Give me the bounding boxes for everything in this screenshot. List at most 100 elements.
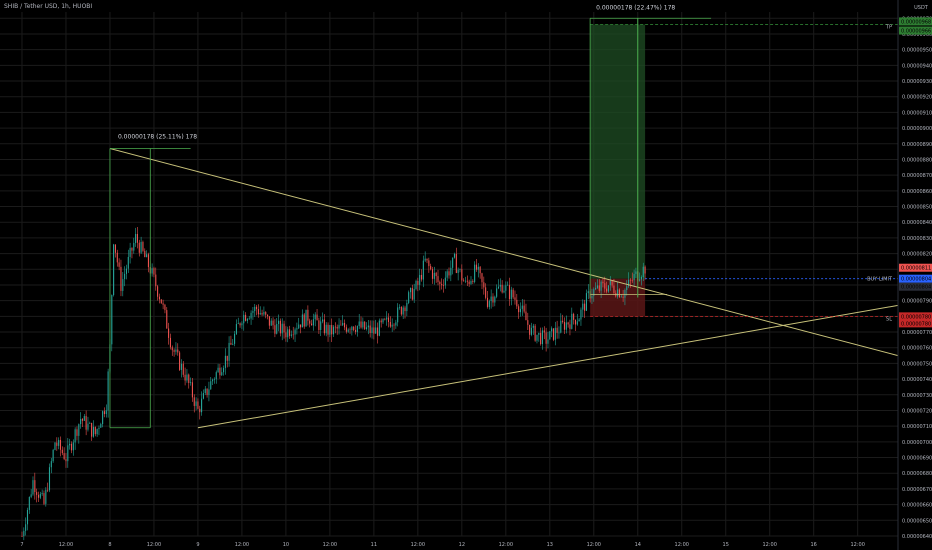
candle-body <box>419 274 421 285</box>
candle-body <box>206 388 208 395</box>
x-tick-label: 12:00 <box>675 542 689 548</box>
candle-body <box>48 467 51 491</box>
candle-body <box>598 285 600 291</box>
candle-body <box>140 241 142 253</box>
lower-trendline <box>197 304 899 429</box>
candle-body <box>417 280 419 285</box>
x-tick-label: 12:00 <box>763 542 777 548</box>
candle-body <box>263 311 265 315</box>
candle-body <box>59 439 62 450</box>
x-tick-label: 9 <box>196 542 199 548</box>
candle-body <box>23 530 25 537</box>
y-tick-label: 0.00000700 <box>902 440 932 446</box>
candle-body <box>30 494 32 497</box>
buy-limit-price-tag-bg <box>899 274 932 283</box>
candle-body <box>215 372 217 380</box>
candle-body <box>179 352 181 370</box>
candle-body <box>274 325 276 334</box>
candle-body <box>431 269 434 279</box>
candle-body <box>501 284 503 293</box>
candle-body <box>199 408 201 413</box>
candle-body <box>332 326 335 335</box>
candle-body <box>334 326 336 328</box>
candle-body <box>356 326 358 332</box>
candle-body <box>241 323 243 326</box>
candle-body <box>369 325 371 334</box>
x-tick-label: 7 <box>20 542 23 548</box>
candle-body <box>529 324 531 335</box>
y-tick-label: 0.00000820 <box>902 252 932 258</box>
candle-body <box>72 442 74 451</box>
candle-body <box>510 289 512 300</box>
candle-body <box>433 272 435 279</box>
candle-body <box>21 536 23 537</box>
candle-body <box>573 313 575 320</box>
candle-body <box>91 422 93 437</box>
current-price-tag-bg <box>899 263 932 272</box>
buy-limit-price-tag-2: 0.00000804 <box>901 285 931 291</box>
candle-body <box>527 320 529 325</box>
candle-body <box>624 289 626 298</box>
candle-body <box>234 333 236 344</box>
candle-body <box>217 367 219 373</box>
candle-body <box>644 266 646 274</box>
candle-body <box>320 321 322 331</box>
candle-body <box>245 314 247 321</box>
y-tick-label: 0.00000950 <box>902 48 932 54</box>
time-axis[interactable]: 7 12:00 8 12:00 9 12:00 10 12:00 11 12:00 12 12:00 1… <box>20 542 864 548</box>
y-tick-label: 0.00000920 <box>902 95 932 101</box>
candle-body <box>343 322 346 328</box>
candle-body <box>345 327 347 332</box>
candle-body <box>595 287 597 290</box>
candle-body <box>184 374 186 381</box>
y-tick-label: 0.00000770 <box>902 330 932 336</box>
candle-body <box>620 296 622 298</box>
candle-body <box>318 320 320 331</box>
x-tick-label: 16 <box>811 542 817 548</box>
sl-price-tag-bg <box>899 312 932 321</box>
y-tick-label: 0.00000830 <box>902 236 932 242</box>
candle-body <box>63 453 65 460</box>
candle-body <box>265 311 267 315</box>
candle-body <box>488 301 490 307</box>
candle-body <box>354 329 357 332</box>
candle-body <box>43 493 45 504</box>
candle-body <box>116 252 118 263</box>
candle-body <box>466 280 468 282</box>
candle-body <box>147 254 149 268</box>
candle-body <box>338 324 340 329</box>
candle-body <box>157 286 159 297</box>
candle-body <box>261 313 263 315</box>
candle-body <box>67 445 69 462</box>
candle-body <box>153 268 155 275</box>
candle-body <box>96 428 98 435</box>
candle-body <box>468 281 470 284</box>
candle-body <box>113 244 115 296</box>
candle-body <box>523 305 525 312</box>
candle-body <box>494 296 496 303</box>
candle-body <box>486 297 489 307</box>
candle-body <box>463 280 465 282</box>
candle-body <box>41 493 43 495</box>
candle-body <box>563 321 566 330</box>
candle-body <box>298 324 300 329</box>
y-tick-label: 0.00000890 <box>902 142 932 148</box>
candle-body <box>173 350 175 352</box>
candle-body <box>395 322 397 326</box>
candle-body <box>351 326 353 331</box>
candle-body <box>386 317 388 320</box>
candle-body <box>120 266 122 291</box>
candle-body <box>402 307 404 315</box>
drawings: TP SL BUY LIMIT 0.00000178 (25.11%) 178 0.00… <box>109 4 899 429</box>
candle-body <box>585 293 587 311</box>
chart-title: SHIB / Tether USD, 1h, HUOBI <box>4 3 93 10</box>
candle-body <box>177 349 179 353</box>
candle-body <box>349 329 351 331</box>
candle-body <box>45 489 47 504</box>
candle-body <box>100 424 102 428</box>
candle-body <box>195 401 197 406</box>
candle-body <box>375 327 377 334</box>
candle-body <box>602 281 604 284</box>
candle-body <box>272 320 274 326</box>
